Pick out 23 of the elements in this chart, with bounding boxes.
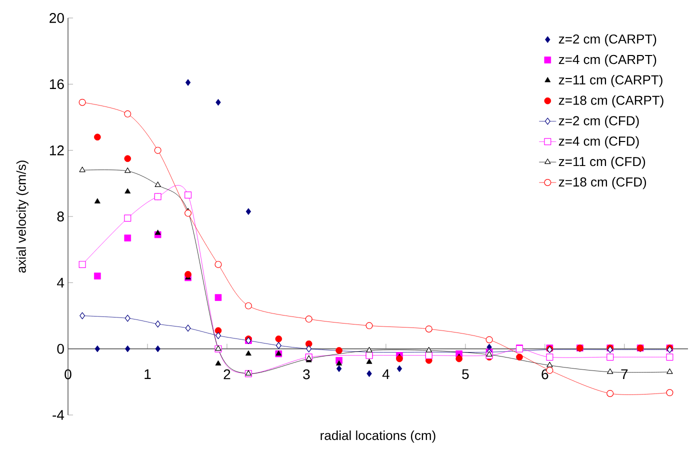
legend-label: z=18 cm (CFD) — [558, 177, 646, 190]
y-tick-label: 4 — [57, 278, 64, 288]
y-tick-label: 0 — [57, 344, 64, 354]
y-tick-label: 16 — [50, 79, 64, 90]
x-tick-label: 1 — [144, 369, 151, 379]
y-tick-label: 8 — [57, 212, 64, 222]
legend-label: z=4 cm (CFD) — [558, 136, 639, 148]
y-axis-title: axial velocity (cm/s) — [16, 160, 28, 273]
x-tick-label: 4 — [382, 369, 390, 379]
legend-label: z=11 cm (CARPT) — [558, 74, 662, 88]
x-tick-label: 3 — [303, 369, 310, 380]
x-axis-title: radial locations (cm) — [320, 430, 436, 443]
legend-label: z=11 cm (CFD) — [558, 156, 646, 169]
y-tick-label: 20 — [50, 13, 64, 23]
legend-label: z=4 cm (CARPT) — [558, 54, 656, 67]
x-tick-label: 5 — [462, 369, 469, 380]
legend-label: z=18 cm (CARPT) — [558, 95, 664, 108]
legend-label: z=2 cm (CARPT) — [558, 34, 656, 46]
y-tick-label: 12 — [50, 145, 64, 156]
x-tick-label: 2 — [224, 369, 230, 380]
x-tick-label: 0 — [64, 369, 72, 380]
y-tick-label: -4 — [52, 410, 64, 420]
legend-label: z=2 cm (CFD) — [558, 116, 639, 128]
